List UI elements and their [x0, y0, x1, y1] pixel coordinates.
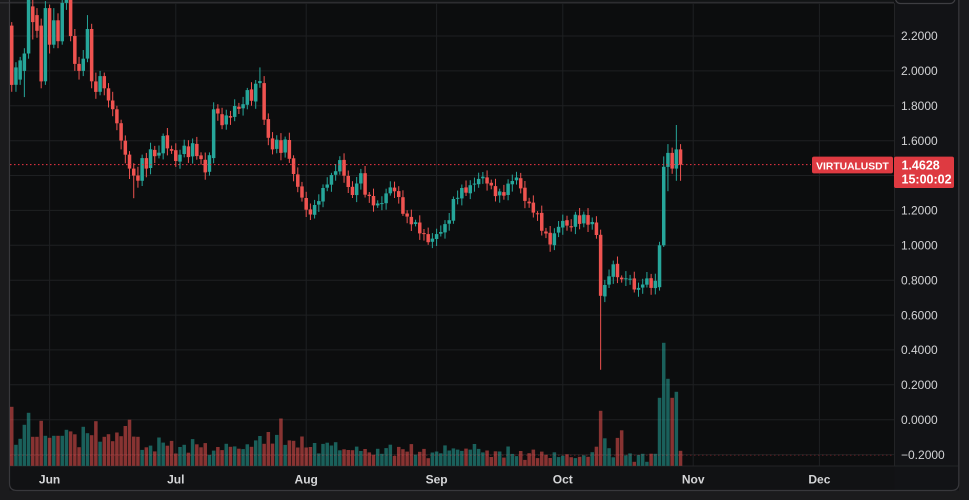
svg-text:0.6000: 0.6000 [901, 308, 938, 322]
svg-text:1.6000: 1.6000 [901, 134, 938, 148]
svg-text:Sep: Sep [426, 473, 448, 487]
svg-text:1.0000: 1.0000 [901, 239, 938, 253]
svg-text:2.2000: 2.2000 [901, 29, 938, 43]
svg-text:Jul: Jul [167, 473, 184, 487]
svg-text:0.4000: 0.4000 [901, 343, 938, 357]
svg-text:Jun: Jun [39, 473, 60, 487]
svg-text:−0.2000: −0.2000 [901, 448, 945, 462]
svg-text:2.0000: 2.0000 [901, 64, 938, 78]
svg-text:0.0000: 0.0000 [901, 413, 938, 427]
svg-text:1.8000: 1.8000 [901, 99, 938, 113]
svg-text:Oct: Oct [553, 473, 573, 487]
svg-text:Nov: Nov [682, 473, 705, 487]
svg-text:0.2000: 0.2000 [901, 378, 938, 392]
svg-text:1.2000: 1.2000 [901, 204, 938, 218]
svg-text:1.4628: 1.4628 [902, 159, 940, 173]
svg-text:0.8000: 0.8000 [901, 273, 938, 287]
svg-text:Aug: Aug [295, 473, 318, 487]
svg-text:Dec: Dec [808, 473, 830, 487]
svg-text:VIRTUALUSDT: VIRTUALUSDT [816, 161, 889, 172]
svg-text:15:00:02: 15:00:02 [902, 173, 952, 187]
